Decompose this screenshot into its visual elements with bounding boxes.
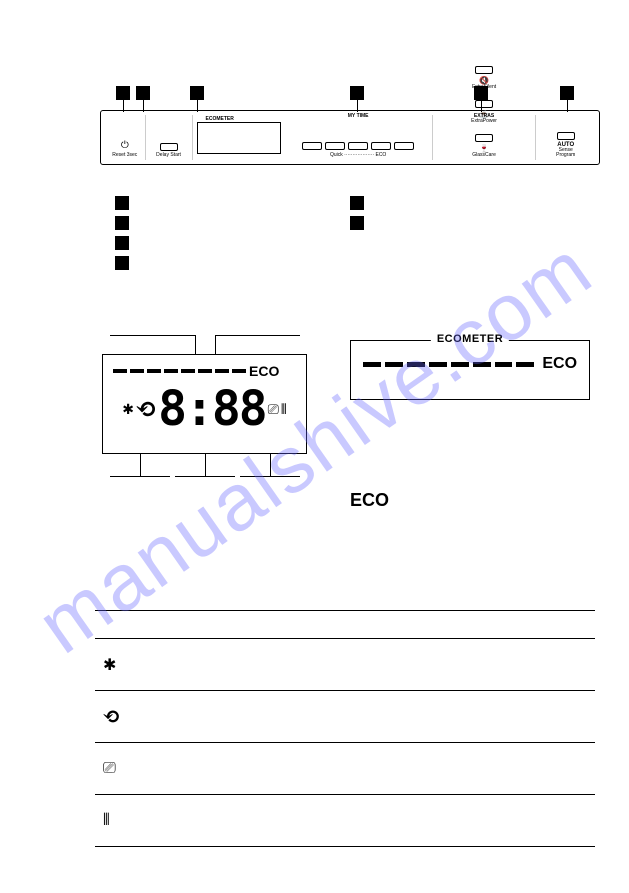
callout-line (270, 454, 271, 476)
table-row: ⫴ (95, 795, 595, 847)
legend-marker (115, 256, 129, 270)
table-header-row (95, 611, 595, 639)
mytime-label: MY TIME (348, 113, 369, 119)
ecometer-eco-text: ECO (542, 355, 577, 373)
callout-line (110, 335, 195, 336)
callout-line (175, 476, 235, 477)
callout-marker (136, 86, 150, 100)
auto-button (557, 132, 575, 140)
salt-icon: ⟲ (136, 395, 156, 424)
indicator-table: ✱ ⟲ ⎚ ⫴ (95, 610, 595, 847)
time-display: 8:88 (158, 385, 266, 433)
table-row: ⎚ (95, 743, 595, 795)
reset-label: Reset 3sec (112, 153, 137, 158)
panel-delay-section: Delay Start (146, 115, 193, 160)
machine-care-icon: ⎚ (103, 760, 116, 777)
legend-marker (350, 196, 364, 210)
power-icon: ⏻ (121, 140, 129, 151)
drying-icon: ⫴ (103, 812, 110, 829)
ecometer-title: ECOMETER (431, 333, 509, 345)
legend-marker (350, 216, 364, 230)
callout-line (195, 335, 196, 354)
display-diagram: ECO ✱ ⟲ 8:88 ⎚ ⫴ (102, 354, 307, 454)
callout-marker (560, 86, 574, 100)
extras-label: EXTRAS (474, 113, 494, 119)
delay-label: Delay Start (156, 153, 181, 158)
program-label: Program (556, 153, 575, 158)
mytime-bar (371, 142, 391, 150)
callout-line (240, 476, 300, 477)
legend-marker (115, 216, 129, 230)
mytime-bars (302, 142, 414, 150)
salt-icon: ⟲ (103, 706, 120, 728)
mytime-bar (394, 142, 414, 150)
mytime-bar (325, 142, 345, 150)
callout-line (140, 454, 141, 476)
ecometer-box: ECOMETER ECO (350, 340, 590, 400)
ecometer-bar: ECO (363, 355, 577, 373)
callout-marker (350, 86, 364, 100)
table-row: ⟲ (95, 691, 595, 743)
panel-mytime-section: MY TIME Quick ·················· ECO (285, 115, 433, 160)
ecometer-label: ECOMETER (204, 116, 236, 122)
callout-line (110, 476, 170, 477)
rinse-aid-icon: ✱ (122, 401, 134, 418)
extra-power: ☕ ExtraPower (471, 100, 497, 124)
callout-marker (116, 86, 130, 100)
legend-marker (115, 196, 129, 210)
callout-line (205, 454, 206, 476)
legend-marker (115, 236, 129, 250)
panel-auto-section: AUTO Sense Program (536, 115, 595, 160)
callout-marker (190, 86, 204, 100)
drying-icon: ⫴ (281, 401, 287, 418)
eco-text: ECO (249, 363, 279, 379)
display-digits-row: ✱ ⟲ 8:88 ⎚ ⫴ (113, 385, 296, 433)
delay-button (160, 143, 178, 151)
eco-heading: ECO (350, 490, 389, 511)
mytime-bar (302, 142, 322, 150)
table-row: ✱ (95, 639, 595, 691)
rinse-aid-icon: ✱ (103, 657, 116, 674)
panel-extras-section: EXTRAS 🔇 ExtraSilent ☕ ExtraPower 🍷 Glas… (433, 115, 537, 160)
mytime-range: Quick ·················· ECO (330, 152, 386, 158)
eco-indicator-bar: ECO (113, 363, 296, 379)
callout-line (215, 335, 216, 354)
mytime-bar (348, 142, 368, 150)
panel-ecometer-box: ECOMETER (197, 122, 281, 154)
extra-silent: 🔇 ExtraSilent (472, 66, 496, 90)
control-panel-diagram: ⏻ Reset 3sec Delay Start ECOMETER MY TIM… (100, 110, 600, 165)
panel-reset-section: ⏻ Reset 3sec (105, 115, 146, 160)
callout-line (215, 335, 300, 336)
machine-care-icon: ⎚ (268, 401, 279, 418)
glass-care: 🍷 GlassCare (472, 134, 496, 158)
